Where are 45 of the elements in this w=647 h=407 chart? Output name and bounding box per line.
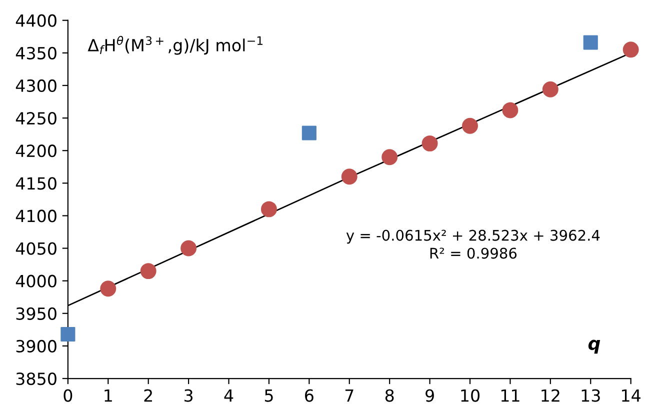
point: [502, 102, 518, 118]
y-tick-label: 4250: [16, 112, 56, 125]
annotation: y = -0.0615x² + 28.523x + 3962.4: [346, 230, 600, 244]
point: [60, 326, 76, 342]
point: [462, 118, 478, 134]
x-tick-label: 2: [144, 389, 152, 402]
point: [140, 263, 156, 280]
x-tick-label: 4: [224, 389, 234, 402]
point: [542, 81, 558, 98]
y-axis-title: Δ$_{f}$H$^{θ}$(M$^{3+}$,g)/kJ mol$^{−1}$: [88, 36, 262, 55]
annotation: R² = 0.9986: [430, 248, 517, 259]
x-tick-label: 14: [622, 389, 640, 402]
y-tick-label: 4050: [16, 242, 56, 255]
x-tick-label: 11: [501, 389, 520, 402]
x-tick-label: 9: [426, 389, 434, 402]
point: [382, 149, 398, 166]
point: [180, 240, 197, 256]
x-tick-label: 0: [64, 389, 72, 402]
point: [622, 42, 639, 58]
y-tick-label: 4000: [16, 274, 56, 288]
x-tick-label: 12: [542, 389, 560, 402]
y-tick-label: 4150: [16, 177, 56, 190]
point: [341, 168, 358, 185]
x-tick-label: 6: [305, 389, 314, 402]
y-tick-label: 4300: [16, 79, 56, 92]
point: [583, 35, 598, 50]
y-tick-label: 3850: [16, 372, 56, 386]
x-tick-label: 5: [264, 389, 273, 402]
y-tick-label: 4350: [16, 46, 56, 60]
y-tick-label: 4400: [16, 14, 56, 27]
x-tick-label: 3: [184, 389, 193, 402]
point: [260, 201, 277, 218]
x-tick-label: 8: [385, 389, 394, 402]
x-tick-label: 1: [104, 389, 112, 402]
point: [100, 280, 116, 297]
y-tick-label: 4200: [16, 144, 56, 158]
x-tick-label: 13: [582, 389, 600, 402]
point: [422, 135, 438, 152]
y-tick-label: 3900: [16, 340, 56, 353]
point: [302, 126, 316, 140]
x-tick-label: 7: [345, 389, 354, 402]
y-tick-label: 4100: [16, 210, 56, 222]
x-tick-label: 10: [461, 389, 480, 402]
x-axis-title: q: [588, 340, 600, 354]
y-tick-label: 3950: [16, 307, 56, 320]
